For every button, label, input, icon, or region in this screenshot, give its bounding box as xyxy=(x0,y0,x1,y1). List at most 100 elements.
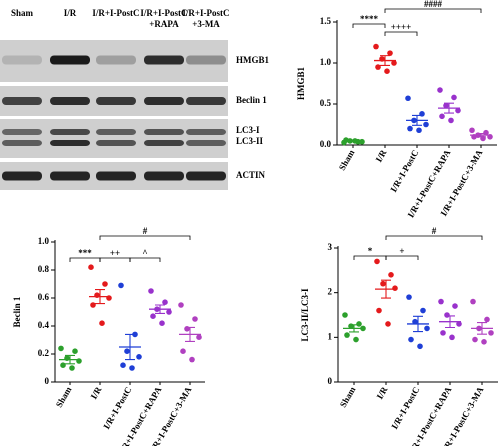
row-label: HMGB1 xyxy=(236,55,269,65)
y-tick-label: 0.4 xyxy=(38,320,50,330)
significance-label: + xyxy=(399,246,404,256)
significance-label: **** xyxy=(360,14,379,24)
data-point xyxy=(189,356,195,363)
data-point xyxy=(342,312,348,318)
blot-band xyxy=(50,171,90,181)
error-bar xyxy=(65,354,75,365)
significance-bracket xyxy=(352,23,386,28)
blot-band xyxy=(186,140,226,146)
significance-label: ++++ xyxy=(391,22,412,32)
y-axis-label: Beclin 1 xyxy=(12,296,22,327)
data-point xyxy=(408,336,414,343)
data-point xyxy=(196,334,202,341)
significance-label: #### xyxy=(424,0,443,9)
data-point xyxy=(343,137,349,143)
data-point xyxy=(420,307,426,314)
blot-band xyxy=(144,140,184,146)
data-point xyxy=(417,343,423,350)
x-tick-label: I/R+I-PostC xyxy=(388,148,420,194)
data-point xyxy=(469,127,475,134)
significance-bracket xyxy=(99,257,131,262)
data-point xyxy=(455,107,461,114)
x-tick-label: I/R xyxy=(375,385,390,401)
data-point xyxy=(456,321,462,327)
blot-band xyxy=(50,97,90,105)
x-tick-label: I/R xyxy=(374,148,389,164)
data-point xyxy=(440,330,446,336)
data-point xyxy=(159,320,165,327)
data-point xyxy=(376,307,382,314)
x-tick-label: Sham xyxy=(338,385,358,409)
data-point xyxy=(374,258,380,265)
significance-bracket xyxy=(384,8,482,13)
error-bar xyxy=(349,324,359,333)
significance-bracket xyxy=(353,255,387,260)
y-axis-label: LC3-II/LC3-I xyxy=(300,288,310,342)
data-point xyxy=(60,362,66,369)
data-point xyxy=(488,330,494,336)
data-point xyxy=(443,102,449,109)
data-point xyxy=(162,299,168,306)
data-point xyxy=(380,280,386,287)
significance-label: # xyxy=(143,226,148,236)
y-tick-label: 0 xyxy=(328,376,333,386)
data-point xyxy=(120,362,126,369)
data-point xyxy=(470,298,476,305)
row-label: LC3-II xyxy=(236,136,264,146)
error-bar xyxy=(155,304,165,314)
blot-band xyxy=(2,171,42,181)
data-point xyxy=(444,312,450,318)
error-bar xyxy=(381,279,391,299)
error-bar xyxy=(444,102,454,114)
blot-band xyxy=(186,55,226,65)
data-point xyxy=(423,121,429,128)
blot-band xyxy=(96,55,136,65)
significance-bracket xyxy=(129,257,161,262)
y-tick-label: 0.2 xyxy=(38,348,50,358)
data-point xyxy=(405,95,411,102)
lane-label: +3-MA xyxy=(192,19,220,29)
blot-band xyxy=(144,55,184,65)
error-bar xyxy=(380,55,390,67)
x-tick-label: I/R+I-PostC xyxy=(389,385,421,431)
data-point xyxy=(375,64,381,70)
data-point xyxy=(437,87,443,93)
y-tick-label: 0.8 xyxy=(38,264,50,274)
lane-label: +RAPA xyxy=(149,19,179,29)
blot-band xyxy=(144,171,184,181)
blot-band xyxy=(144,97,184,105)
blot-band xyxy=(2,97,42,105)
data-point xyxy=(180,348,186,355)
blot-band xyxy=(96,97,136,105)
significance-bracket xyxy=(385,235,483,240)
lane-label: I/R+I-PostC xyxy=(92,8,139,18)
data-point xyxy=(166,309,172,315)
blot-band xyxy=(96,129,136,135)
blot-band xyxy=(2,129,42,135)
data-point xyxy=(136,354,142,360)
blot-band xyxy=(50,55,90,65)
data-point xyxy=(387,50,393,56)
error-bar xyxy=(477,322,487,335)
significance-label: # xyxy=(432,226,437,236)
significance-label: ++ xyxy=(110,248,120,258)
data-point xyxy=(483,129,489,136)
error-bar xyxy=(445,315,455,329)
data-point xyxy=(90,302,96,308)
y-tick-label: 1.0 xyxy=(38,236,50,246)
lane-label: Sham xyxy=(11,8,34,18)
lane-label: I/R+I-PostC xyxy=(182,8,229,18)
data-point xyxy=(392,285,398,292)
data-point xyxy=(439,113,445,120)
x-tick-label: Sham xyxy=(54,385,74,409)
data-point xyxy=(472,336,478,343)
data-point xyxy=(359,138,365,145)
data-point xyxy=(449,334,455,341)
row-label: ACTIN xyxy=(236,170,266,180)
x-tick-label: I/R+I-PostC xyxy=(101,385,133,431)
blot-band xyxy=(2,55,42,65)
blot-strip xyxy=(0,40,228,82)
y-tick-label: 0.6 xyxy=(38,292,50,302)
data-point xyxy=(373,43,379,50)
